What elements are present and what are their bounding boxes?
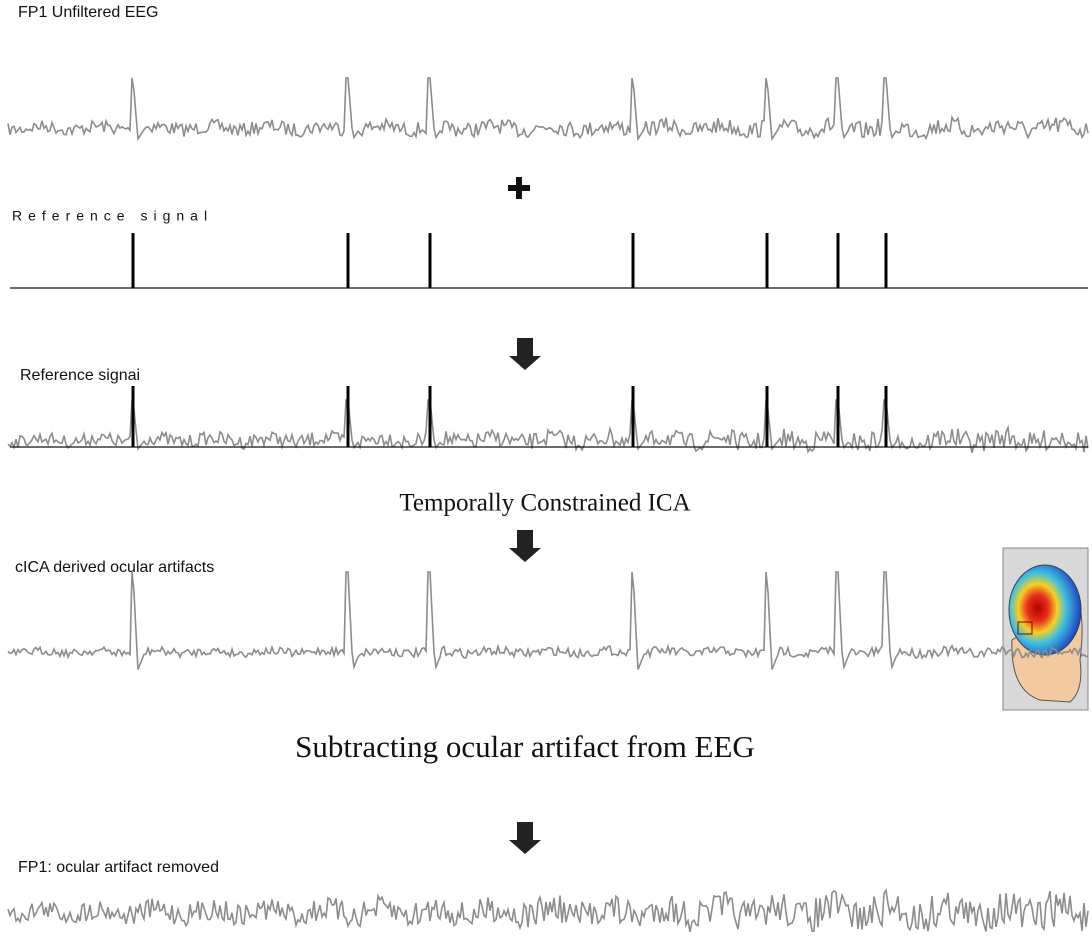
reference-pulse	[765, 233, 769, 288]
reference-pulse	[631, 386, 635, 447]
reference-pulse	[765, 386, 769, 447]
clean-eeg-signal	[7, 888, 1089, 933]
down-arrow	[509, 530, 541, 562]
panel-label: Reference signai	[20, 367, 140, 384]
down-arrow	[509, 338, 541, 370]
panel-label: cICA derived ocular artifacts	[15, 559, 214, 576]
reference-pulse	[131, 386, 135, 447]
reference-pulse	[884, 386, 888, 447]
reference-pulse	[631, 233, 635, 288]
reference-pulse	[346, 233, 350, 288]
panel-label: FP1 Unfiltered EEG	[18, 4, 159, 21]
reference-pulse	[131, 233, 135, 288]
reference-pulse	[428, 233, 432, 288]
reference-pulse	[428, 386, 432, 447]
artifact-signal	[7, 571, 1089, 671]
down-arrow	[509, 822, 541, 854]
panel-label: FP1: ocular artifact removed	[18, 859, 219, 876]
reference-pulse	[836, 233, 840, 288]
panel-label: Reference signal	[12, 208, 213, 224]
reference-pulse	[836, 386, 840, 447]
reference-pulse	[346, 386, 350, 447]
head-topography	[1002, 547, 1089, 711]
reference-pulse	[884, 233, 888, 288]
step-label: Temporally Constrained ICA	[399, 490, 690, 517]
plus-sign	[508, 177, 530, 199]
eeg-signal	[7, 77, 1089, 142]
step-label: Subtracting ocular artifact from EEG	[295, 729, 755, 764]
eeg-signal	[7, 399, 1089, 454]
